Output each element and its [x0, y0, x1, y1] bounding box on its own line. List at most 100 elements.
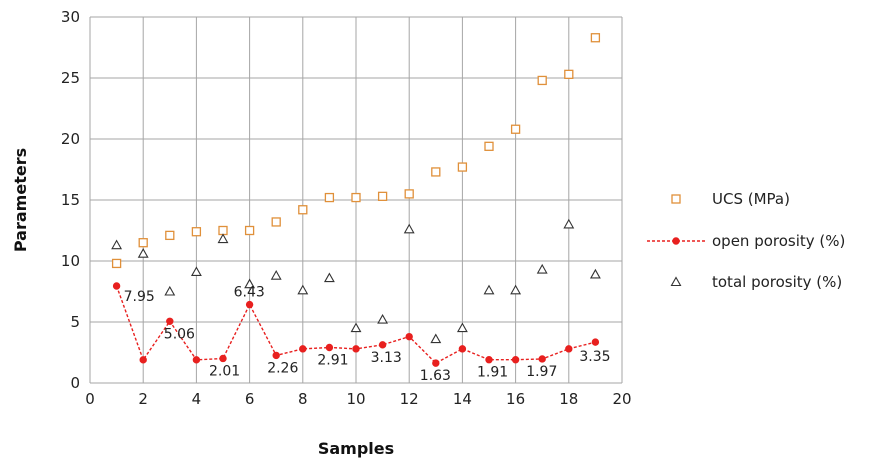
data-point	[166, 317, 174, 325]
data-point	[431, 167, 441, 177]
data-label: 1.63	[420, 368, 451, 384]
y-axis-title: Parameters	[11, 148, 30, 252]
data-point	[192, 356, 201, 364]
data-point	[244, 225, 255, 236]
data-point	[591, 338, 600, 346]
data-point	[457, 162, 468, 172]
data-point	[377, 191, 388, 201]
data-point	[299, 345, 307, 353]
series-1	[112, 282, 600, 367]
data-point	[297, 284, 309, 295]
data-point	[511, 355, 520, 364]
data-point	[244, 278, 256, 289]
data-point	[536, 263, 548, 274]
y-tick-label: 20	[61, 130, 80, 148]
data-point	[325, 343, 334, 352]
data-point	[245, 300, 254, 309]
data-point	[565, 345, 573, 353]
x-tick-label: 2	[138, 390, 148, 408]
data-point	[164, 285, 176, 296]
data-point	[272, 351, 280, 360]
data-point	[430, 333, 442, 344]
data-point	[510, 284, 522, 295]
x-tick-label: 14	[453, 390, 472, 408]
data-point	[324, 192, 335, 203]
data-point	[403, 223, 415, 234]
x-tick-label: 20	[612, 390, 631, 408]
data-label: 6.43	[234, 285, 265, 301]
data-point	[165, 230, 175, 241]
x-tick-label: 16	[506, 390, 525, 408]
data-point	[350, 322, 362, 333]
y-tick-label: 10	[61, 252, 80, 270]
legend-marker	[670, 276, 682, 287]
data-label: 3.13	[371, 350, 402, 366]
y-tick-label: 25	[61, 69, 80, 87]
legend-label: open porosity (%)	[712, 232, 845, 250]
data-point	[458, 345, 467, 353]
data-point	[323, 272, 335, 283]
data-point	[137, 248, 149, 258]
x-tick-label: 8	[298, 390, 308, 408]
legend-marker	[671, 194, 681, 204]
grid-layer	[89, 16, 623, 384]
data-label: 2.01	[209, 363, 240, 379]
x-tick-label: 18	[559, 390, 578, 408]
data-point	[483, 284, 495, 295]
legend: UCS (MPa) open porosity (%) total porosity…	[647, 190, 845, 291]
data-point	[510, 124, 521, 134]
y-tick-label: 5	[70, 313, 80, 331]
data-point	[138, 238, 148, 248]
data-point	[537, 75, 547, 86]
data-label: 1.97	[526, 364, 557, 380]
data-point	[484, 141, 494, 151]
data-point	[377, 313, 389, 324]
data-label: 5.06	[164, 326, 195, 342]
tick-labels: 0 2 4 6 8 10 12 14 16 18 20 0 5 10 15 20 25 30	[61, 8, 632, 408]
data-point	[405, 332, 413, 341]
data-point	[219, 354, 227, 363]
legend-item: open porosity (%)	[647, 232, 845, 250]
data-point	[271, 217, 281, 227]
data-point	[351, 192, 361, 203]
data-point	[112, 282, 121, 290]
data-point	[378, 341, 387, 349]
data-label: 1.91	[477, 365, 508, 381]
data-point	[456, 322, 468, 333]
x-tick-label: 4	[192, 390, 202, 408]
y-tick-label: 15	[61, 191, 80, 209]
data-point	[111, 258, 122, 269]
data-point	[352, 345, 360, 353]
legend-item: total porosity (%)	[670, 273, 842, 291]
data-point	[404, 189, 414, 199]
data-point	[564, 69, 574, 79]
y-tick-label: 0	[70, 374, 80, 392]
legend-label: total porosity (%)	[712, 273, 842, 291]
legend-item: UCS (MPa)	[671, 190, 790, 208]
series-2	[111, 218, 601, 344]
x-tick-label: 10	[346, 390, 365, 408]
data-point	[139, 356, 147, 364]
data-label: 2.91	[317, 352, 348, 368]
data-point	[563, 218, 575, 229]
y-tick-label: 30	[61, 8, 80, 26]
data-point	[485, 355, 493, 364]
data-labels: 7.95 5.06 2.01 6.43 2.26 2.91 3.13 1.63 1.91 1.97…	[124, 285, 611, 385]
data-point	[217, 233, 229, 244]
x-tick-label: 6	[245, 390, 255, 408]
data-point	[538, 355, 546, 363]
data-point	[191, 227, 202, 237]
data-point	[270, 270, 282, 280]
x-tick-label: 0	[85, 390, 95, 408]
data-label: 2.26	[267, 360, 298, 376]
x-tick-label: 12	[400, 390, 419, 408]
data-point	[190, 266, 202, 277]
data-point	[589, 268, 601, 279]
series-layer	[111, 33, 601, 367]
data-label: 3.35	[579, 349, 610, 365]
legend-marker	[672, 237, 680, 245]
data-point	[298, 205, 308, 215]
x-axis-title: Samples	[318, 439, 394, 458]
data-point	[218, 225, 228, 236]
